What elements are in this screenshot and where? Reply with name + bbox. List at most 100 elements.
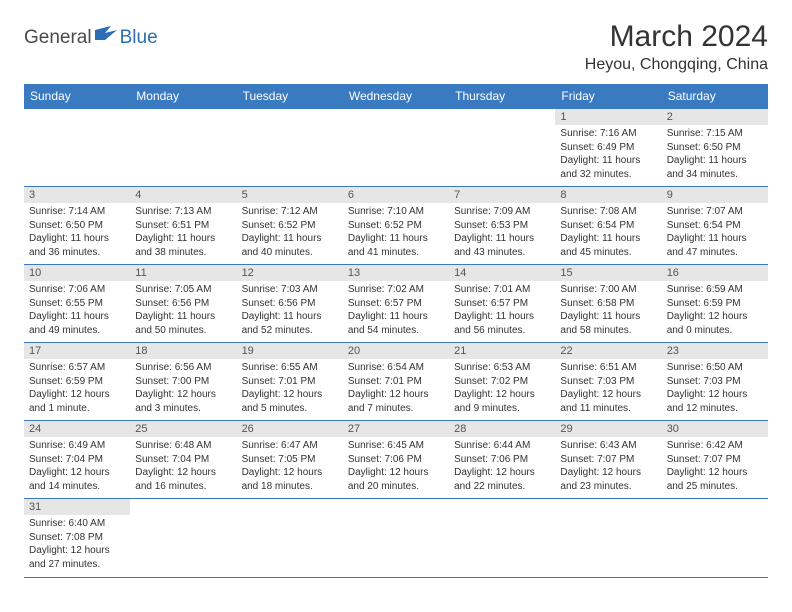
sunset-line: Sunset: 7:07 PM [667,453,763,467]
sunset-line: Sunset: 6:51 PM [135,219,231,233]
daylight-line: Daylight: 12 hours and 27 minutes. [29,544,125,571]
sunset-line: Sunset: 6:54 PM [667,219,763,233]
day-cell: 3Sunrise: 7:14 AMSunset: 6:50 PMDaylight… [24,187,130,265]
sunrise-line: Sunrise: 7:16 AM [560,127,656,141]
day-body: Sunrise: 7:16 AMSunset: 6:49 PMDaylight:… [555,125,661,185]
day-body: Sunrise: 7:00 AMSunset: 6:58 PMDaylight:… [555,281,661,341]
day-number: 27 [343,421,449,437]
sunset-line: Sunset: 6:52 PM [348,219,444,233]
empty-cell [130,499,236,577]
sunset-line: Sunset: 6:59 PM [667,297,763,311]
header: General Blue March 2024 Heyou, Chongqing… [24,20,768,74]
sunset-line: Sunset: 6:57 PM [348,297,444,311]
day-number: 6 [343,187,449,203]
day-cell: 5Sunrise: 7:12 AMSunset: 6:52 PMDaylight… [237,187,343,265]
empty-cell [24,109,130,187]
daylight-line: Daylight: 12 hours and 18 minutes. [242,466,338,493]
sunset-line: Sunset: 7:02 PM [454,375,550,389]
sunrise-line: Sunrise: 6:55 AM [242,361,338,375]
day-number: 30 [662,421,768,437]
empty-cell [237,109,343,187]
day-number: 4 [130,187,236,203]
day-body: Sunrise: 6:57 AMSunset: 6:59 PMDaylight:… [24,359,130,419]
day-number: 17 [24,343,130,359]
day-body: Sunrise: 7:06 AMSunset: 6:55 PMDaylight:… [24,281,130,341]
weekday-header: Tuesday [237,84,343,109]
daylight-line: Daylight: 11 hours and 49 minutes. [29,310,125,337]
sunset-line: Sunset: 6:58 PM [560,297,656,311]
daylight-line: Daylight: 12 hours and 11 minutes. [560,388,656,415]
sunset-line: Sunset: 7:04 PM [29,453,125,467]
daylight-line: Daylight: 11 hours and 45 minutes. [560,232,656,259]
sunrise-line: Sunrise: 7:15 AM [667,127,763,141]
day-body: Sunrise: 6:56 AMSunset: 7:00 PMDaylight:… [130,359,236,419]
empty-cell [130,109,236,187]
day-cell: 27Sunrise: 6:45 AMSunset: 7:06 PMDayligh… [343,421,449,499]
sunrise-line: Sunrise: 6:51 AM [560,361,656,375]
sunset-line: Sunset: 6:56 PM [135,297,231,311]
sunset-line: Sunset: 6:56 PM [242,297,338,311]
sunrise-line: Sunrise: 7:14 AM [29,205,125,219]
day-cell: 23Sunrise: 6:50 AMSunset: 7:03 PMDayligh… [662,343,768,421]
sunrise-line: Sunrise: 7:01 AM [454,283,550,297]
day-body: Sunrise: 6:53 AMSunset: 7:02 PMDaylight:… [449,359,555,419]
day-body: Sunrise: 7:09 AMSunset: 6:53 PMDaylight:… [449,203,555,263]
day-number: 21 [449,343,555,359]
daylight-line: Daylight: 12 hours and 3 minutes. [135,388,231,415]
day-cell: 25Sunrise: 6:48 AMSunset: 7:04 PMDayligh… [130,421,236,499]
day-cell: 26Sunrise: 6:47 AMSunset: 7:05 PMDayligh… [237,421,343,499]
daylight-line: Daylight: 12 hours and 23 minutes. [560,466,656,493]
sunrise-line: Sunrise: 6:59 AM [667,283,763,297]
day-cell: 21Sunrise: 6:53 AMSunset: 7:02 PMDayligh… [449,343,555,421]
sunset-line: Sunset: 7:01 PM [242,375,338,389]
location-title: Heyou, Chongqing, China [585,56,768,74]
day-number: 25 [130,421,236,437]
daylight-line: Daylight: 11 hours and 40 minutes. [242,232,338,259]
day-number: 7 [449,187,555,203]
day-body: Sunrise: 7:07 AMSunset: 6:54 PMDaylight:… [662,203,768,263]
day-body: Sunrise: 7:03 AMSunset: 6:56 PMDaylight:… [237,281,343,341]
sunset-line: Sunset: 6:53 PM [454,219,550,233]
empty-cell [449,109,555,187]
sunrise-line: Sunrise: 7:13 AM [135,205,231,219]
day-cell: 17Sunrise: 6:57 AMSunset: 6:59 PMDayligh… [24,343,130,421]
day-number: 12 [237,265,343,281]
day-number: 9 [662,187,768,203]
sunset-line: Sunset: 7:06 PM [348,453,444,467]
day-cell: 12Sunrise: 7:03 AMSunset: 6:56 PMDayligh… [237,265,343,343]
daylight-line: Daylight: 11 hours and 50 minutes. [135,310,231,337]
day-number: 13 [343,265,449,281]
sunrise-line: Sunrise: 7:12 AM [242,205,338,219]
day-cell: 22Sunrise: 6:51 AMSunset: 7:03 PMDayligh… [555,343,661,421]
daylight-line: Daylight: 12 hours and 7 minutes. [348,388,444,415]
sunrise-line: Sunrise: 6:48 AM [135,439,231,453]
title-block: March 2024 Heyou, Chongqing, China [585,20,768,74]
day-body: Sunrise: 7:08 AMSunset: 6:54 PMDaylight:… [555,203,661,263]
sunset-line: Sunset: 7:00 PM [135,375,231,389]
sunrise-line: Sunrise: 6:44 AM [454,439,550,453]
day-cell: 10Sunrise: 7:06 AMSunset: 6:55 PMDayligh… [24,265,130,343]
day-cell: 20Sunrise: 6:54 AMSunset: 7:01 PMDayligh… [343,343,449,421]
day-cell: 30Sunrise: 6:42 AMSunset: 7:07 PMDayligh… [662,421,768,499]
day-body: Sunrise: 7:14 AMSunset: 6:50 PMDaylight:… [24,203,130,263]
daylight-line: Daylight: 12 hours and 9 minutes. [454,388,550,415]
day-cell: 29Sunrise: 6:43 AMSunset: 7:07 PMDayligh… [555,421,661,499]
weekday-header: Wednesday [343,84,449,109]
day-cell: 14Sunrise: 7:01 AMSunset: 6:57 PMDayligh… [449,265,555,343]
empty-cell [449,499,555,577]
sunset-line: Sunset: 7:03 PM [560,375,656,389]
sunset-line: Sunset: 7:04 PM [135,453,231,467]
sunrise-line: Sunrise: 6:45 AM [348,439,444,453]
daylight-line: Daylight: 11 hours and 56 minutes. [454,310,550,337]
weekday-header: Monday [130,84,236,109]
sunrise-line: Sunrise: 7:06 AM [29,283,125,297]
day-number: 18 [130,343,236,359]
day-cell: 24Sunrise: 6:49 AMSunset: 7:04 PMDayligh… [24,421,130,499]
sunrise-line: Sunrise: 6:53 AM [454,361,550,375]
day-cell: 1Sunrise: 7:16 AMSunset: 6:49 PMDaylight… [555,109,661,187]
calendar-body: 1Sunrise: 7:16 AMSunset: 6:49 PMDaylight… [24,109,768,577]
empty-cell [343,499,449,577]
daylight-line: Daylight: 12 hours and 5 minutes. [242,388,338,415]
day-cell: 16Sunrise: 6:59 AMSunset: 6:59 PMDayligh… [662,265,768,343]
day-number: 20 [343,343,449,359]
